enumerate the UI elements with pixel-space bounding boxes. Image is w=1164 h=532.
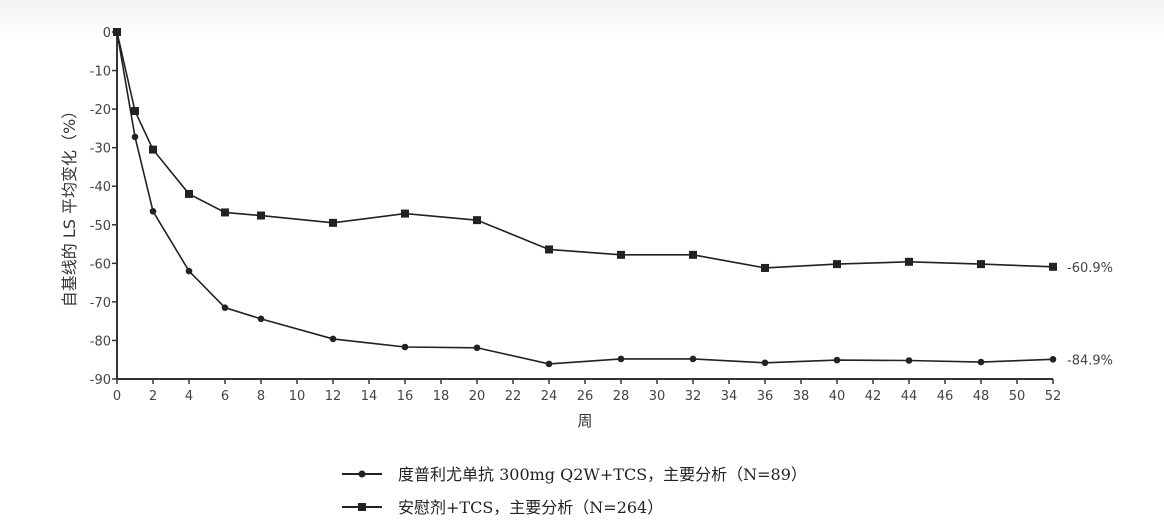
data-point-square [131,107,139,116]
y-tick-label: 0 [103,26,111,41]
series-line [116,31,1054,365]
data-point-circle [1049,356,1057,363]
x-tick-label: 36 [757,389,774,404]
y-tick-label: -90 [90,373,111,388]
data-point-circle [689,355,697,363]
x-tick-label: 8 [257,389,265,404]
data-point-square [149,145,157,154]
x-tick-label: 30 [649,389,666,404]
y-tick-label: -40 [90,180,111,195]
x-tick-label: 14 [361,389,378,404]
data-point-square [617,250,625,259]
x-tick-label: 44 [901,389,918,404]
series-2: -60.9% [113,28,1113,276]
data-point-square [545,245,553,254]
data-point-square [113,28,121,36]
data-point-square [1049,262,1057,271]
x-tick-label: 26 [577,389,594,404]
y-tick-label: -20 [90,103,111,118]
data-point-circle [257,315,265,323]
data-point-circle [401,343,409,351]
data-point-square [401,209,409,218]
y-tick-label: -70 [90,296,111,311]
data-point-circle [977,358,985,366]
data-point-circle [185,267,193,275]
x-tick-label: 6 [221,389,229,404]
data-point-circle [905,357,913,364]
y-tick-label: -50 [90,219,111,234]
data-point-circle [149,207,157,215]
legend-square-marker [358,503,366,511]
x-tick-label: 24 [541,389,558,404]
x-tick-label: 38 [793,389,810,404]
y-tick-label: -60 [90,257,111,272]
data-point-square [221,208,229,217]
x-tick-label: 10 [289,389,306,404]
data-point-square [761,263,769,272]
x-tick-label: 42 [865,389,882,404]
x-tick-label: 12 [325,389,342,404]
y-axis-label: 自基线的 LS 平均变化（%） [60,103,79,307]
x-tick-label: 2 [149,389,157,404]
series-1: -84.9% [113,28,1113,368]
legend-circle-marker [358,470,366,478]
y-tick-label: -30 [90,142,111,157]
series-end-label: -84.9% [1067,353,1113,368]
data-point-square [905,257,913,266]
x-tick-label: 16 [397,389,414,404]
x-tick-label: 28 [613,389,630,404]
x-tick-label: 20 [469,389,486,404]
data-point-circle [329,335,337,343]
x-tick-label: 40 [829,389,846,404]
data-point-square [473,216,481,225]
x-tick-label: 22 [505,389,522,404]
x-tick-label: 18 [433,389,450,404]
x-tick-label: 34 [721,389,738,404]
data-point-square [257,211,265,220]
data-point-square [329,218,337,227]
data-point-circle [761,359,769,367]
x-tick-label: 48 [973,389,990,404]
data-point-circle [473,344,481,352]
x-tick-label: 0 [113,389,121,404]
x-tick-label: 52 [1045,389,1062,404]
legend-label-series-1: 度普利尤单抗 300mg Q2W+TCS，主要分析（N=89） [398,465,807,484]
x-tick-label: 4 [185,389,193,404]
chart-axes [116,28,1053,380]
series-end-label: -60.9% [1067,261,1113,276]
legend-item-series-1: 度普利尤单抗 300mg Q2W+TCS，主要分析（N=89） [342,465,807,484]
y-tick-label: -10 [90,65,111,80]
x-axis-ticks: 0 2 4 6 8 10 12 14 16 18 20 22 24 26 28 30 32 34 36 38 40 42 4… [113,379,1061,404]
data-point-square [185,189,193,198]
data-point-circle [545,360,553,368]
data-point-circle [617,355,625,363]
legend-item-series-2: 安慰剂+TCS，主要分析（N=264） [342,498,663,517]
y-tick-label: -80 [90,334,111,349]
legend: 度普利尤单抗 300mg Q2W+TCS，主要分析（N=89） 安慰剂+TCS，… [342,465,807,517]
x-tick-label: 32 [685,389,702,404]
chart-series: -84.9% -60.9% [113,28,1113,368]
x-axis-label: 周 [577,412,592,430]
series-line [116,31,1054,269]
data-point-circle [833,356,841,364]
data-point-circle [131,133,139,141]
x-tick-label: 50 [1009,389,1026,404]
data-point-square [689,250,697,259]
y-axis-ticks: 0 -10 -20 -30 -40 -50 -60 -70 -80 -90 [90,26,117,388]
x-tick-label: 46 [937,389,954,404]
data-point-square [977,260,985,269]
data-point-square [833,260,841,269]
data-point-circle [221,304,229,311]
legend-label-series-2: 安慰剂+TCS，主要分析（N=264） [398,498,663,517]
